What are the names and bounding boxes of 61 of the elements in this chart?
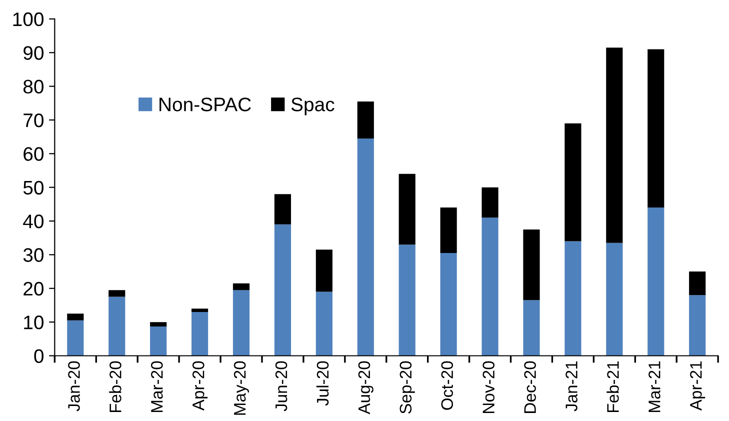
bar xyxy=(523,300,540,356)
bar xyxy=(648,208,664,356)
y-tick-label: 0 xyxy=(34,349,44,363)
x-tick-label: Feb-20 xyxy=(109,361,122,412)
bar xyxy=(523,229,540,300)
bar xyxy=(232,283,250,290)
y-tick-label: 10 xyxy=(24,316,44,330)
y-tick-label: 90 xyxy=(24,46,44,60)
x-tick-label: Mar-20 xyxy=(151,361,163,412)
bar xyxy=(357,138,374,356)
x-tick-label: May-20 xyxy=(234,361,250,415)
bar xyxy=(108,296,126,356)
x-tick-label: Aug-20 xyxy=(358,361,374,414)
bar xyxy=(606,48,623,243)
x-tick-label: Jun-20 xyxy=(275,361,288,412)
bar xyxy=(316,250,332,292)
bar xyxy=(606,242,623,356)
y-tick-label: 40 xyxy=(23,214,44,228)
y-tick-label: 100 xyxy=(13,12,44,26)
x-tick-label: Nov-20 xyxy=(482,361,494,413)
bar xyxy=(482,187,498,218)
bar xyxy=(564,241,582,356)
bar xyxy=(398,244,416,356)
y-tick-label: 30 xyxy=(23,248,44,262)
legend-label: Non-SPAC xyxy=(160,98,251,112)
x-tick-label: Jan-20 xyxy=(68,361,80,412)
bar xyxy=(67,314,84,320)
x-tick-label: Feb-21 xyxy=(606,361,619,412)
bar xyxy=(274,224,292,356)
y-tick-label: 70 xyxy=(24,113,44,128)
bar xyxy=(232,290,250,356)
bar xyxy=(398,174,416,245)
x-tick-label: Apr-20 xyxy=(192,361,208,411)
x-tick-label: Oct-20 xyxy=(441,361,454,410)
y-tick-label: 60 xyxy=(24,147,44,161)
bar xyxy=(150,322,167,326)
legend-label: Spac xyxy=(291,98,334,116)
x-tick-label: Dec-20 xyxy=(524,361,536,413)
bar xyxy=(192,308,208,312)
y-tick-label: 50 xyxy=(23,180,44,195)
bar xyxy=(274,194,292,224)
bar xyxy=(67,320,84,356)
bar xyxy=(316,292,332,356)
bar xyxy=(440,253,457,356)
bar xyxy=(108,290,126,297)
bar xyxy=(150,326,167,356)
y-tick-label: 20 xyxy=(24,282,44,296)
bar xyxy=(564,123,582,242)
bar xyxy=(192,312,208,356)
x-tick-label: Sep-20 xyxy=(400,361,415,414)
bar xyxy=(648,49,664,208)
x-tick-label: Jan-21 xyxy=(566,361,578,412)
x-tick-label: Mar-21 xyxy=(648,361,660,412)
bar xyxy=(440,208,457,254)
bar xyxy=(689,295,706,356)
x-tick-label: Jul-20 xyxy=(316,361,329,406)
bar xyxy=(357,101,374,139)
bar xyxy=(689,272,706,296)
bar xyxy=(482,218,498,356)
x-tick-label: Apr-21 xyxy=(690,361,706,411)
y-tick-label: 80 xyxy=(23,80,44,94)
